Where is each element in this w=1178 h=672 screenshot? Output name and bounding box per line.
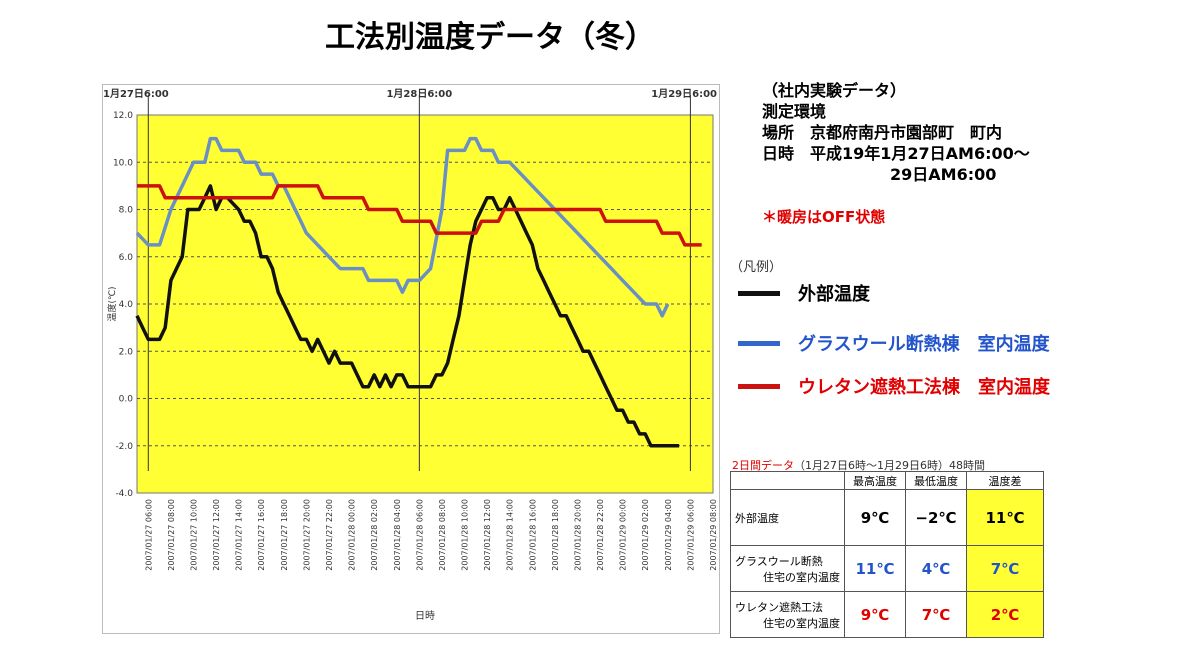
x-tick-label: 2007/01/28 18:00 (551, 499, 560, 571)
measurement-info: （社内実験データ） 測定環境 場所 京都府南丹市園部町 町内 日時 平成19年1… (762, 80, 1030, 185)
x-tick-label: 2007/01/29 06:00 (686, 499, 695, 571)
legend-item-glasswool: グラスウール断熱棟 室内温度 (738, 330, 1050, 356)
x-tick-label: 2007/01/28 02:00 (370, 499, 379, 571)
y-tick-label: -2.0 (115, 442, 133, 452)
summary-row-label-line1: ウレタン遮熱工法 (735, 600, 823, 614)
x-tick-label: 2007/01/29 04:00 (664, 499, 673, 571)
legend-swatch-blue (738, 340, 780, 346)
summary-row-label-line2: 住宅の室内温度 (763, 570, 840, 584)
x-tick-label: 2007/01/27 06:00 (144, 499, 153, 571)
heating-off-note: ＊暖房はOFF状態 (762, 208, 886, 226)
info-line: 29日AM6:00 (762, 165, 997, 184)
x-tick-label: 2007/01/28 16:00 (528, 499, 537, 571)
legend-swatch-black (738, 290, 780, 296)
summary-header-row: 最高温度 最低温度 温度差 (730, 471, 1044, 490)
x-tick-label: 2007/01/27 16:00 (257, 499, 266, 571)
summary-caption: 2日間データ（1月27日6時～1月29日6時）48時間 (732, 457, 985, 473)
x-tick-label: 2007/01/28 04:00 (393, 499, 402, 571)
x-tick-label: 2007/01/28 22:00 (596, 499, 605, 571)
x-tick-label: 2007/01/28 06:00 (415, 499, 424, 571)
x-tick-label: 2007/01/29 08:00 (709, 499, 718, 571)
y-tick-label: 2.0 (119, 347, 134, 357)
x-tick-label: 2007/01/27 10:00 (189, 499, 198, 571)
summary-row-label: グラスウール断熱 住宅の室内温度 (730, 545, 845, 592)
x-tick-label: 2007/01/29 00:00 (619, 499, 628, 571)
series-line (137, 184, 702, 247)
y-tick-label: 12.0 (113, 111, 133, 121)
info-line: 測定環境 (762, 102, 827, 121)
summary-min-value: 4℃ (905, 545, 967, 592)
x-tick-label: 2007/01/27 18:00 (280, 499, 289, 571)
x-tick-label: 2007/01/29 02:00 (641, 499, 650, 571)
y-tick-label: 8.0 (119, 206, 134, 216)
summary-header-cell (730, 471, 845, 490)
summary-header-cell: 温度差 (966, 471, 1044, 490)
x-tick-label: 2007/01/28 08:00 (438, 499, 447, 571)
legend-label: グラスウール断熱棟 室内温度 (798, 334, 1050, 355)
summary-row-outdoor: 外部温度 9℃ −2℃ 11℃ (730, 489, 1044, 546)
summary-caption-period: （1月27日6時～1月29日6時）48時間 (794, 459, 985, 472)
summary-row-urethane: ウレタン遮熱工法 住宅の室内温度 9℃ 7℃ 2℃ (730, 591, 1044, 638)
summary-max-value: 11℃ (844, 545, 906, 592)
summary-row-label: 外部温度 (730, 489, 845, 546)
info-line: （社内実験データ） (762, 81, 907, 100)
summary-header-cell: 最低温度 (905, 471, 967, 490)
summary-min-value: 7℃ (905, 591, 967, 638)
legend-label: ウレタン遮熱工法棟 室内温度 (798, 377, 1050, 398)
x-tick-label: 2007/01/27 20:00 (302, 499, 311, 571)
summary-header-cell: 最高温度 (844, 471, 906, 490)
x-tick-label: 2007/01/28 10:00 (461, 499, 470, 571)
x-tick-label: 2007/01/28 00:00 (348, 499, 357, 571)
summary-min-value: −2℃ (905, 489, 967, 546)
x-tick-label: 2007/01/27 12:00 (212, 499, 221, 571)
page-title: 工法別温度データ（冬） (325, 20, 655, 55)
summary-diff-value: 7℃ (966, 545, 1044, 592)
info-line: 日時 平成19年1月27日AM6:00～ (762, 144, 1030, 163)
series-line (135, 136, 670, 318)
summary-diff-value: 11℃ (966, 489, 1044, 546)
legend-item-outdoor: 外部温度 (738, 280, 870, 306)
legend-swatch-red (738, 383, 780, 389)
summary-row-label: ウレタン遮熱工法 住宅の室内温度 (730, 591, 845, 638)
summary-row-label-line2: 住宅の室内温度 (763, 616, 840, 630)
summary-table: 最高温度 最低温度 温度差 外部温度 9℃ −2℃ 11℃ グラスウール断熱 住… (730, 471, 1044, 638)
x-axis-label: 日時 (415, 610, 435, 622)
x-tick-label: 2007/01/28 20:00 (573, 499, 582, 571)
x-tick-label: 2007/01/27 14:00 (235, 499, 244, 571)
info-line: 場所 京都府南丹市園部町 町内 (762, 123, 1003, 142)
summary-caption-highlight: 2日間データ (732, 459, 794, 472)
summary-diff-value: 2℃ (966, 591, 1044, 638)
summary-max-value: 9℃ (844, 591, 906, 638)
date-marker-label: 1月29日6:00 (651, 88, 717, 100)
date-marker-label: 1月28日6:00 (386, 88, 452, 100)
y-tick-label: 10.0 (113, 158, 133, 168)
temperature-chart: 12.0 10.0 8.0 6.0 4.0 2.0 0.0 -2.0 -4.0 温度(℃) 1月27… (102, 84, 720, 634)
y-tick-label: -4.0 (115, 489, 133, 499)
y-tick-label: 6.0 (119, 253, 134, 263)
temperature-chart-svg: 12.0 10.0 8.0 6.0 4.0 2.0 0.0 -2.0 -4.0 温度(℃) 1月27… (103, 88, 718, 622)
legend-item-urethane: ウレタン遮熱工法棟 室内温度 (738, 373, 1050, 399)
legend-title: （凡例） (730, 260, 783, 275)
y-tick-label: 4.0 (119, 300, 134, 310)
x-tick-label: 2007/01/27 08:00 (167, 499, 176, 571)
summary-row-label-line1: グラスウール断熱 (735, 554, 823, 568)
date-marker-label: 1月27日6:00 (103, 88, 169, 100)
summary-row-label-line1: 外部温度 (735, 511, 779, 525)
y-tick-label: 0.0 (119, 395, 134, 405)
x-tick-label: 2007/01/27 22:00 (325, 499, 334, 571)
x-tick-label: 2007/01/28 14:00 (506, 499, 515, 571)
legend-label: 外部温度 (798, 284, 870, 305)
x-tick-label: 2007/01/28 12:00 (483, 499, 492, 571)
summary-row-glasswool: グラスウール断熱 住宅の室内温度 11℃ 4℃ 7℃ (730, 545, 1044, 592)
y-axis-label: 温度(℃) (106, 286, 118, 321)
summary-max-value: 9℃ (844, 489, 906, 546)
